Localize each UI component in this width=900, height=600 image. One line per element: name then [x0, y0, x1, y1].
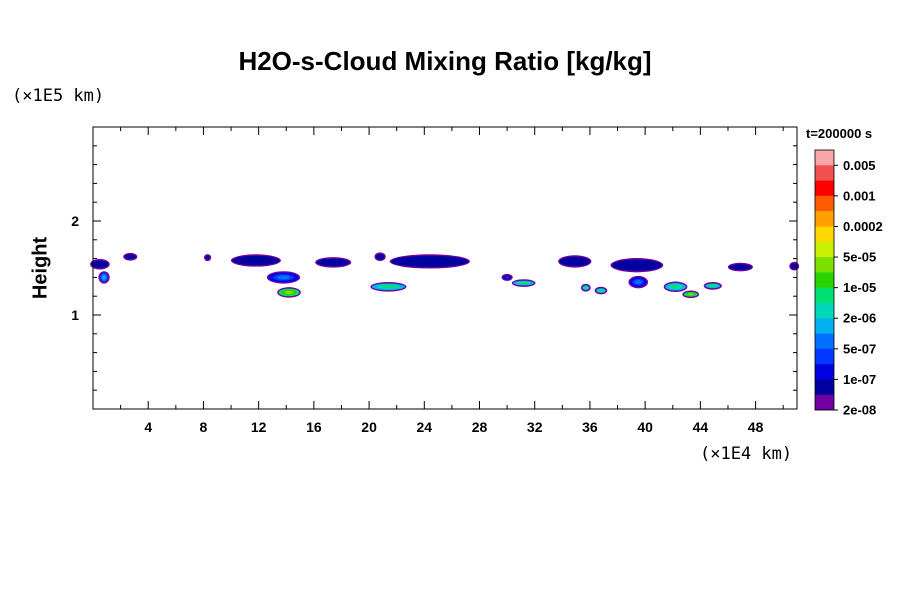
plot-frame: [92, 126, 798, 410]
colorbar-swatch: [815, 241, 834, 258]
cloud-cell: [727, 262, 753, 272]
cloud-cell: [98, 271, 110, 284]
colorbar-label: 0.005: [843, 158, 876, 173]
cloud-cell: [315, 257, 352, 268]
colorbar-label: 2e-08: [843, 403, 876, 418]
x-scale-label: (×1E4 km): [700, 444, 793, 464]
colorbar-swatch: [815, 318, 834, 334]
cloud-cell: [389, 254, 470, 269]
x-tick-label: 32: [527, 419, 543, 435]
cloud-cell: [663, 281, 688, 293]
cloud-cell: [370, 282, 407, 292]
colorbar-swatch: [815, 348, 834, 365]
cloud-cell: [682, 290, 700, 299]
y-scale-label: (×1E5 km): [12, 86, 105, 106]
y-tick-label: 1: [71, 307, 79, 323]
colorbar-swatch: [815, 302, 834, 319]
cloud-cell: [628, 275, 649, 289]
x-tick-label: 44: [693, 419, 709, 435]
x-tick-label: 16: [306, 419, 322, 435]
cloud-cell: [123, 252, 138, 261]
colorbar-label: 1e-07: [843, 372, 876, 387]
colorbar-label: 5e-07: [843, 341, 876, 356]
colorbar-swatch: [815, 364, 834, 380]
cloud-cell: [610, 258, 664, 273]
cloud-field: [90, 252, 800, 299]
colorbar-frame: [814, 149, 835, 411]
x-tick-label: 24: [417, 419, 433, 435]
chart-title: H2O-s-Cloud Mixing Ratio [kg/kg]: [238, 46, 652, 76]
y-axis: 12: [71, 145, 797, 391]
cloud-cell: [230, 254, 281, 267]
colorbar-swatch: [815, 287, 834, 304]
time-label: t=200000 s: [806, 126, 873, 141]
cloud-cell: [277, 287, 301, 298]
colorbar-swatch: [815, 257, 834, 273]
colorbar-swatch: [815, 211, 834, 227]
x-tick-label: 28: [472, 419, 488, 435]
cloud-cell: [204, 254, 212, 262]
colorbar-label: 2e-06: [843, 311, 876, 326]
x-tick-label: 8: [200, 419, 208, 435]
colorbar-swatch: [815, 333, 834, 350]
colorbar-swatch: [815, 180, 834, 197]
colorbar-label: 1e-05: [843, 280, 876, 295]
cloud-cell: [558, 255, 592, 268]
colorbar: 0.005 0.001 0.0002 5e-05 1e-05 2e-06 5e-07 1e-0…: [814, 149, 883, 418]
colorbar-swatch: [815, 195, 834, 212]
cloud-cell: [501, 273, 513, 281]
cloud-cell: [580, 283, 591, 292]
y-tick-label: 2: [71, 213, 79, 229]
colorbar-label: 0.0002: [843, 219, 883, 234]
cloud-cell: [266, 271, 301, 284]
cloud-cell: [594, 286, 608, 295]
colorbar-label: 0.001: [843, 188, 876, 203]
cloud-cell: [789, 261, 800, 271]
x-tick-label: 20: [361, 419, 377, 435]
colorbar-swatch: [815, 394, 834, 411]
x-tick-label: 36: [582, 419, 598, 435]
x-tick-label: 12: [251, 419, 267, 435]
x-tick-label: 4: [144, 419, 152, 435]
x-tick-label: 40: [637, 419, 653, 435]
cloud-cell: [90, 258, 110, 270]
colorbar-swatch: [815, 379, 834, 396]
colorbar-swatch: [815, 165, 834, 181]
x-axis: 4 8 12 16 20 24 28 32 36 40 44 48: [120, 127, 784, 435]
cloud-cell: [703, 282, 722, 290]
colorbar-label: 5e-05: [843, 250, 876, 265]
colorbar-swatch: [815, 150, 834, 166]
x-tick-label: 48: [748, 419, 764, 435]
colorbar-swatch: [815, 272, 834, 288]
cloud-cell: [374, 252, 386, 262]
cloud-cell: [511, 279, 536, 287]
colorbar-swatch: [815, 226, 834, 243]
